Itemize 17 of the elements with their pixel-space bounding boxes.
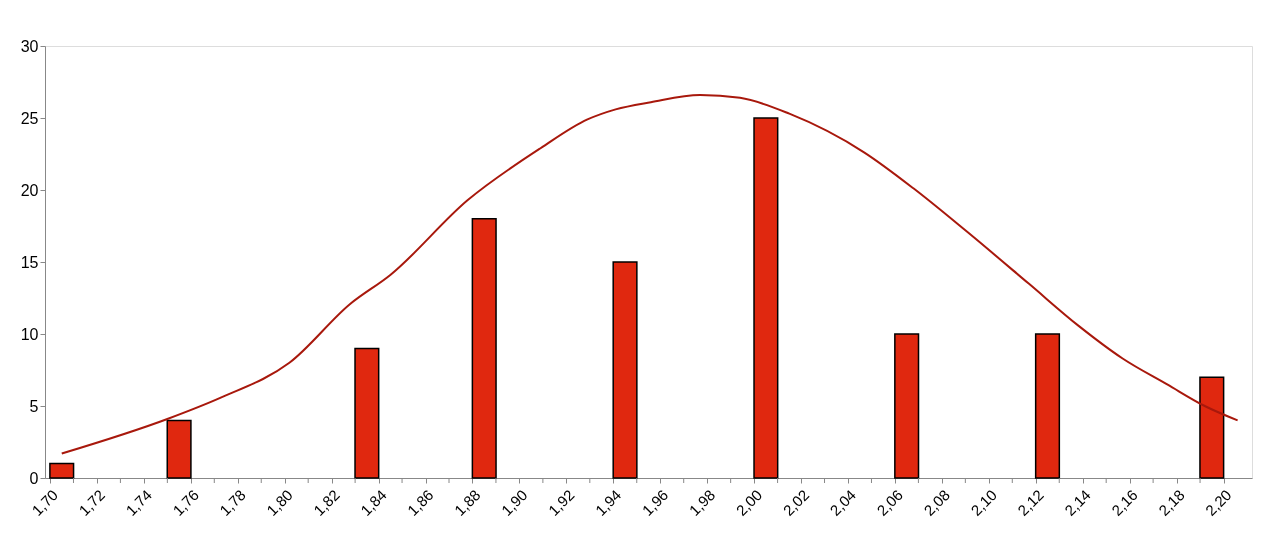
bar xyxy=(354,347,380,479)
y-tick-label: 15 xyxy=(20,253,39,271)
y-tick-label: 5 xyxy=(29,397,39,415)
bar xyxy=(166,419,192,479)
bar xyxy=(894,333,920,479)
bar xyxy=(49,462,75,479)
y-tick-label: 10 xyxy=(20,325,39,343)
bar xyxy=(1034,333,1061,479)
y-tick-label: 20 xyxy=(20,181,39,199)
y-tick-label: 0 xyxy=(29,469,39,487)
line-series xyxy=(60,93,1239,455)
y-tick-label: 25 xyxy=(20,109,39,127)
bar xyxy=(612,261,638,479)
bar xyxy=(1199,376,1225,479)
bar xyxy=(471,218,497,479)
bar xyxy=(753,117,779,479)
y-tick-label: 30 xyxy=(20,37,39,55)
